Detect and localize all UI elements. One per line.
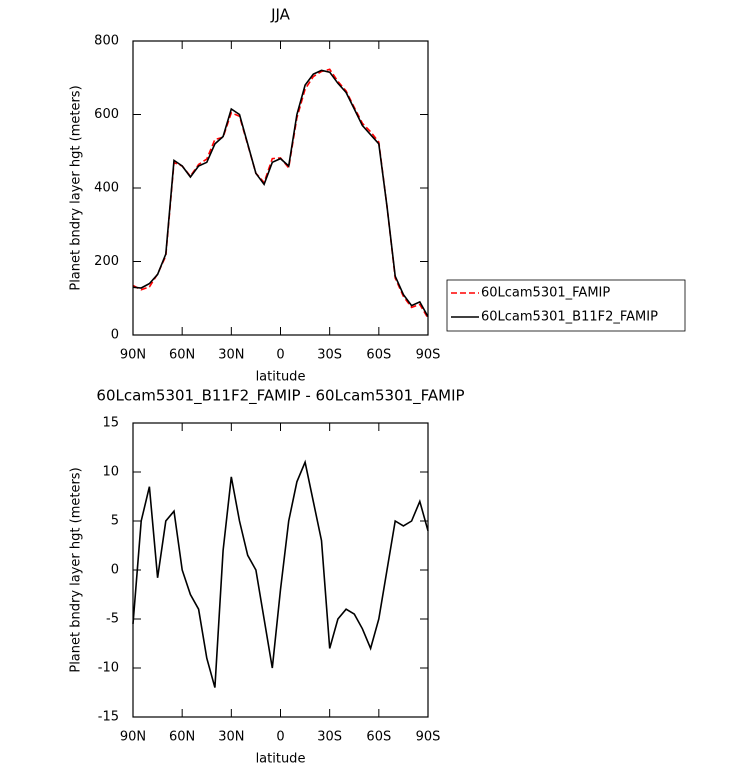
x-tick-label: 30N xyxy=(218,730,244,745)
x-axis-label: latitude xyxy=(256,370,306,385)
x-tick-label: 60N xyxy=(169,730,195,745)
x-tick-label: 0 xyxy=(276,730,284,745)
y-axis-label: Planet bndry layer hgt (meters) xyxy=(69,85,84,290)
chart-title: 60Lcam5301_B11F2_FAMIP - 60Lcam5301_FAMI… xyxy=(96,387,464,406)
y-tick-label: 15 xyxy=(102,416,119,431)
series-line xyxy=(132,69,429,317)
series-line xyxy=(132,68,429,319)
y-tick-label: 600 xyxy=(94,107,119,122)
x-tick-label: 60N xyxy=(169,348,195,363)
x-tick-label: 90S xyxy=(416,348,441,363)
x-tick-label: 60S xyxy=(366,348,391,363)
y-axis-label: Planet bndry layer hgt (meters) xyxy=(69,467,84,672)
plot-frame xyxy=(132,422,429,718)
y-tick-label: 0 xyxy=(111,563,119,578)
y-tick-label: 200 xyxy=(94,254,119,269)
x-tick-label: 90N xyxy=(120,348,146,363)
y-tick-label: -10 xyxy=(98,661,119,676)
y-tick-label: 800 xyxy=(94,34,119,49)
y-tick-label: 5 xyxy=(111,514,119,529)
plot-frame xyxy=(132,40,429,336)
y-tick-label: 10 xyxy=(102,465,119,480)
x-tick-label: 30S xyxy=(317,730,342,745)
y-tick-label: -15 xyxy=(98,710,119,725)
y-tick-label: 400 xyxy=(94,181,119,196)
legend-label: 60Lcam5301_FAMIP xyxy=(481,286,610,301)
chart-title: JJA xyxy=(270,6,291,24)
legend-label: 60Lcam5301_B11F2_FAMIP xyxy=(481,310,658,325)
y-tick-label: -5 xyxy=(106,612,119,627)
x-tick-label: 30S xyxy=(317,348,342,363)
x-tick-label: 60S xyxy=(366,730,391,745)
x-tick-label: 90N xyxy=(120,730,146,745)
series-line xyxy=(132,459,429,688)
legend-box xyxy=(446,279,686,332)
x-axis-label: latitude xyxy=(256,752,306,767)
x-tick-label: 90S xyxy=(416,730,441,745)
x-tick-label: 30N xyxy=(218,348,244,363)
x-tick-label: 0 xyxy=(276,348,284,363)
y-tick-label: 0 xyxy=(111,328,119,343)
